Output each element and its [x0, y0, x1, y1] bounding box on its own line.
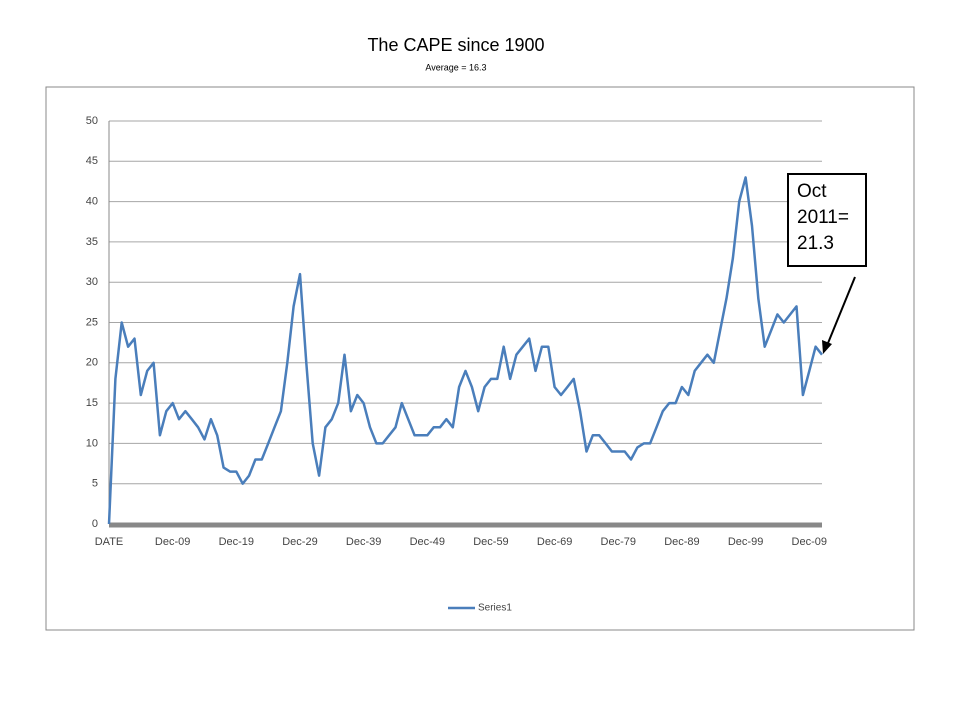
x-tick-label: Dec-29	[282, 536, 317, 548]
y-tick-label: 40	[86, 196, 98, 208]
chart-frame	[45, 86, 915, 631]
x-tick-label: Dec-09	[155, 536, 190, 548]
data-line	[107, 176, 823, 525]
x-tick-label: Dec-79	[601, 536, 636, 548]
arrow-head	[822, 340, 832, 354]
y-tick-label: 5	[92, 478, 98, 490]
y-tick-label: 10	[86, 437, 98, 449]
chart-title: The CAPE since 1900	[367, 35, 544, 55]
x-tick-label: Dec-59	[473, 536, 508, 548]
y-tick-label: 25	[86, 316, 98, 328]
y-tick-label: 20	[86, 357, 98, 369]
x-tick-label: Dec-99	[728, 536, 763, 548]
y-tick-label: 50	[86, 115, 98, 127]
x-tick-label: Dec-69	[537, 536, 572, 548]
x-tick-label: Dec-09	[792, 536, 827, 548]
x-tick-label: Dec-89	[664, 536, 699, 548]
legend-label: Series1	[478, 603, 512, 614]
y-tick-label: 0	[92, 518, 98, 530]
y-tick-label: 45	[86, 155, 98, 167]
x-tick-label: Dec-49	[410, 536, 445, 548]
y-tick-label: 35	[86, 236, 98, 248]
annotation: Oct 2011= 21.3	[787, 173, 867, 267]
x-tick-label: Dec-19	[219, 536, 254, 548]
chart-subtitle: Average = 16.3	[425, 62, 486, 72]
x-tick-label: DATE	[95, 536, 124, 548]
x-tick-label: Dec-39	[346, 536, 381, 548]
y-tick-label: 30	[86, 276, 98, 288]
annotation-arrow	[825, 276, 856, 349]
y-tick-label: 15	[86, 397, 98, 409]
